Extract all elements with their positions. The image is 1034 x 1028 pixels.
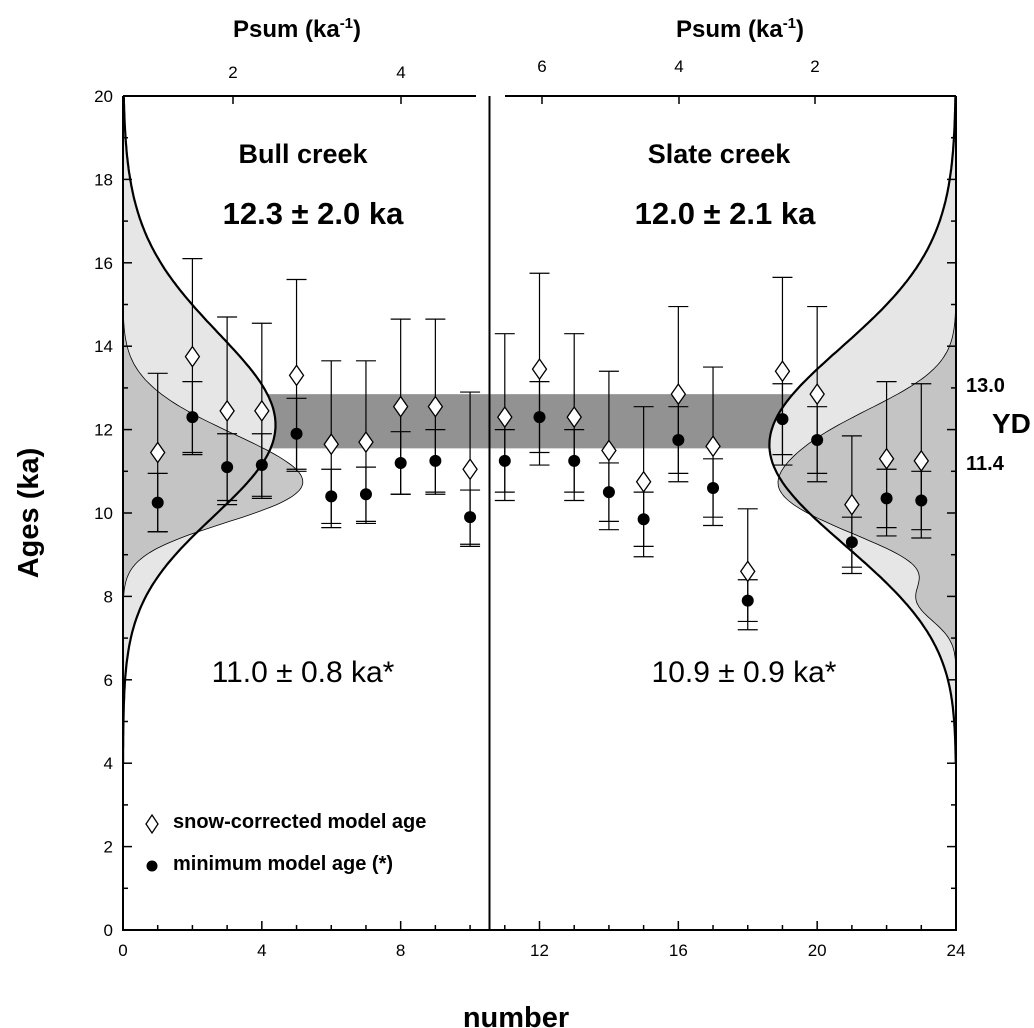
pdf-snow-curve bbox=[123, 96, 277, 764]
min-age-point bbox=[464, 511, 477, 524]
snow-age-point bbox=[254, 399, 270, 422]
min-age-point bbox=[637, 513, 650, 526]
snow-age-point bbox=[496, 405, 513, 429]
pdf-bull-creek bbox=[123, 96, 304, 764]
min-age-point bbox=[325, 490, 338, 503]
y-tick-label: 4 bbox=[104, 754, 113, 773]
pdf-slate-creek bbox=[768, 96, 956, 764]
top-tick-right-3: 2 bbox=[810, 57, 819, 76]
snow-age-point bbox=[219, 399, 235, 422]
data-points bbox=[147, 258, 932, 631]
x-tick-label: 0 bbox=[118, 941, 127, 960]
min-age-point bbox=[741, 594, 754, 607]
snow-age-point bbox=[705, 435, 721, 458]
y-tick-label: 10 bbox=[94, 504, 113, 523]
x-tick-label: 12 bbox=[530, 941, 549, 960]
top-tick-left-1: 2 bbox=[228, 63, 237, 82]
min-age-point bbox=[568, 454, 581, 467]
snow-age-point bbox=[601, 439, 617, 462]
yd-lower-label: 11.4 bbox=[966, 453, 1005, 475]
snow-age-point bbox=[462, 458, 478, 481]
min-age-point bbox=[811, 434, 824, 447]
x-tick-label: 24 bbox=[947, 941, 966, 960]
x-tick-label: 16 bbox=[669, 941, 688, 960]
min-age-point bbox=[602, 486, 615, 499]
min-age-point bbox=[845, 536, 858, 549]
y-axis-label: Ages (ka) bbox=[13, 448, 45, 579]
y-tick-label: 0 bbox=[104, 921, 113, 940]
snow-age-point bbox=[323, 433, 340, 456]
snow-age-point bbox=[844, 493, 860, 516]
snow-age-point bbox=[878, 447, 895, 470]
panel-min-bull-creek: 11.0 ± 0.8 ka* bbox=[212, 656, 395, 689]
yd-upper-label: 13.0 bbox=[966, 375, 1005, 397]
min-age-point bbox=[394, 456, 407, 469]
pdf-snow-curve bbox=[768, 96, 956, 764]
snow-age-point bbox=[774, 360, 791, 383]
snow-age-point bbox=[427, 395, 444, 418]
snow-age-point bbox=[635, 470, 652, 493]
snow-age-point bbox=[670, 383, 687, 406]
snow-age-point bbox=[531, 358, 548, 381]
snow-age-point bbox=[913, 449, 930, 473]
top-tick-right-2: 4 bbox=[674, 57, 683, 76]
legend: snow-corrected model age minimum model a… bbox=[145, 811, 426, 875]
x-axis-label: number bbox=[463, 1002, 569, 1028]
snow-age-point bbox=[809, 383, 825, 406]
y-tick-label: 6 bbox=[104, 671, 113, 690]
top-tick-left-2: 4 bbox=[396, 63, 405, 82]
min-age-point bbox=[498, 454, 511, 467]
min-age-point bbox=[255, 459, 268, 472]
y-tick-label: 20 bbox=[94, 87, 113, 106]
y-tick-label: 14 bbox=[94, 337, 113, 356]
panel-mean-slate-creek: 12.0 ± 2.1 ka bbox=[635, 196, 817, 231]
snow-age-point bbox=[566, 405, 583, 429]
panel-title-bull-creek: Bull creek bbox=[238, 139, 368, 169]
legend-diamond-icon bbox=[145, 813, 159, 835]
x-tick-label: 8 bbox=[396, 941, 405, 960]
pdf-min-fill bbox=[123, 96, 304, 764]
y-tick-label: 16 bbox=[94, 254, 113, 273]
legend-min-label: minimum model age (*) bbox=[173, 853, 393, 875]
min-age-point bbox=[776, 413, 789, 426]
y-tick-label: 2 bbox=[104, 838, 113, 857]
min-age-point bbox=[429, 454, 442, 467]
top-axis-right-title: Psum (ka-1) bbox=[676, 15, 804, 43]
legend-circle-icon bbox=[146, 860, 158, 872]
legend-snow-label: snow-corrected model age bbox=[173, 811, 426, 833]
top-tick-right-1: 6 bbox=[537, 57, 546, 76]
min-age-point bbox=[915, 494, 928, 507]
min-age-point bbox=[533, 411, 546, 424]
min-age-point bbox=[221, 461, 234, 474]
x-tick-label: 20 bbox=[808, 941, 827, 960]
panel-mean-bull-creek: 12.3 ± 2.0 ka bbox=[223, 196, 405, 231]
min-age-point bbox=[672, 434, 685, 447]
top-axis-left-title: Psum (ka-1) bbox=[233, 15, 361, 43]
snow-age-point bbox=[184, 345, 201, 368]
snow-age-point bbox=[358, 430, 374, 454]
min-age-point bbox=[151, 496, 164, 509]
x-tick-label: 4 bbox=[257, 941, 266, 960]
yd-label: YD bbox=[992, 408, 1031, 439]
pdf-min-fill bbox=[777, 96, 956, 764]
min-age-point bbox=[359, 488, 372, 501]
panel-title-slate-creek: Slate creek bbox=[648, 139, 792, 169]
min-age-point bbox=[186, 411, 199, 424]
min-age-point bbox=[707, 481, 720, 494]
y-tick-label: 8 bbox=[104, 587, 113, 606]
snow-age-point bbox=[739, 560, 756, 583]
snow-age-point bbox=[288, 364, 305, 387]
min-age-point bbox=[880, 492, 893, 505]
y-tick-label: 12 bbox=[94, 421, 113, 440]
snow-age-point bbox=[149, 441, 166, 464]
snow-age-point bbox=[392, 395, 409, 418]
panel-min-slate-creek: 10.9 ± 0.9 ka* bbox=[652, 656, 837, 689]
y-tick-label: 18 bbox=[94, 170, 113, 189]
min-age-point bbox=[290, 427, 303, 440]
